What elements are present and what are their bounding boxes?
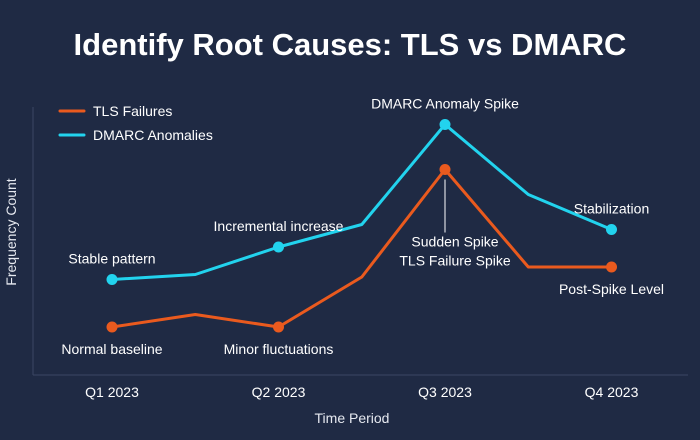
data-point: [606, 224, 617, 235]
data-point: [106, 274, 118, 285]
data-point: [606, 261, 617, 273]
annotation-label: Normal baseline: [61, 341, 162, 357]
x-axis-title: Time Period: [315, 410, 390, 426]
annotations: Stable pattern Normal baseline Incremental…: [61, 96, 664, 358]
legend: TLS Failures DMARC Anomalies: [58, 103, 213, 143]
data-point: [106, 321, 118, 333]
legend-label: DMARC Anomalies: [93, 127, 213, 143]
data-point: [439, 119, 451, 130]
annotation-label: Stable pattern: [68, 251, 155, 267]
series-line-1: [110, 123, 613, 281]
chart-title: Identify Root Causes: TLS vs DMARC: [74, 27, 627, 62]
annotation-label: TLS Failure Spike: [399, 253, 510, 269]
annotation-label: Stabilization: [574, 201, 650, 217]
annotation-label: Incremental increase: [214, 218, 344, 234]
y-axis-title: Frequency Count: [3, 178, 19, 286]
series-layer: [106, 119, 617, 333]
annotation-label: Sudden Spike: [411, 234, 498, 250]
x-tick-label: Q3 2023: [418, 384, 472, 400]
annotation-label: DMARC Anomaly Spike: [371, 96, 519, 112]
legend-label: TLS Failures: [93, 103, 172, 119]
annotation-label: Minor fluctuations: [224, 341, 334, 357]
x-tick-label: Q4 2023: [585, 384, 639, 400]
x-tick-label: Q1 2023: [85, 384, 139, 400]
data-point: [273, 241, 284, 253]
data-point: [439, 164, 451, 175]
x-tick-label: Q2 2023: [252, 384, 306, 400]
series-line-0: [110, 168, 613, 329]
x-tick-labels: Q1 2023 Q2 2023 Q3 2023 Q4 2023: [85, 384, 638, 400]
annotation-label: Post-Spike Level: [559, 281, 664, 297]
data-point: [273, 321, 284, 333]
